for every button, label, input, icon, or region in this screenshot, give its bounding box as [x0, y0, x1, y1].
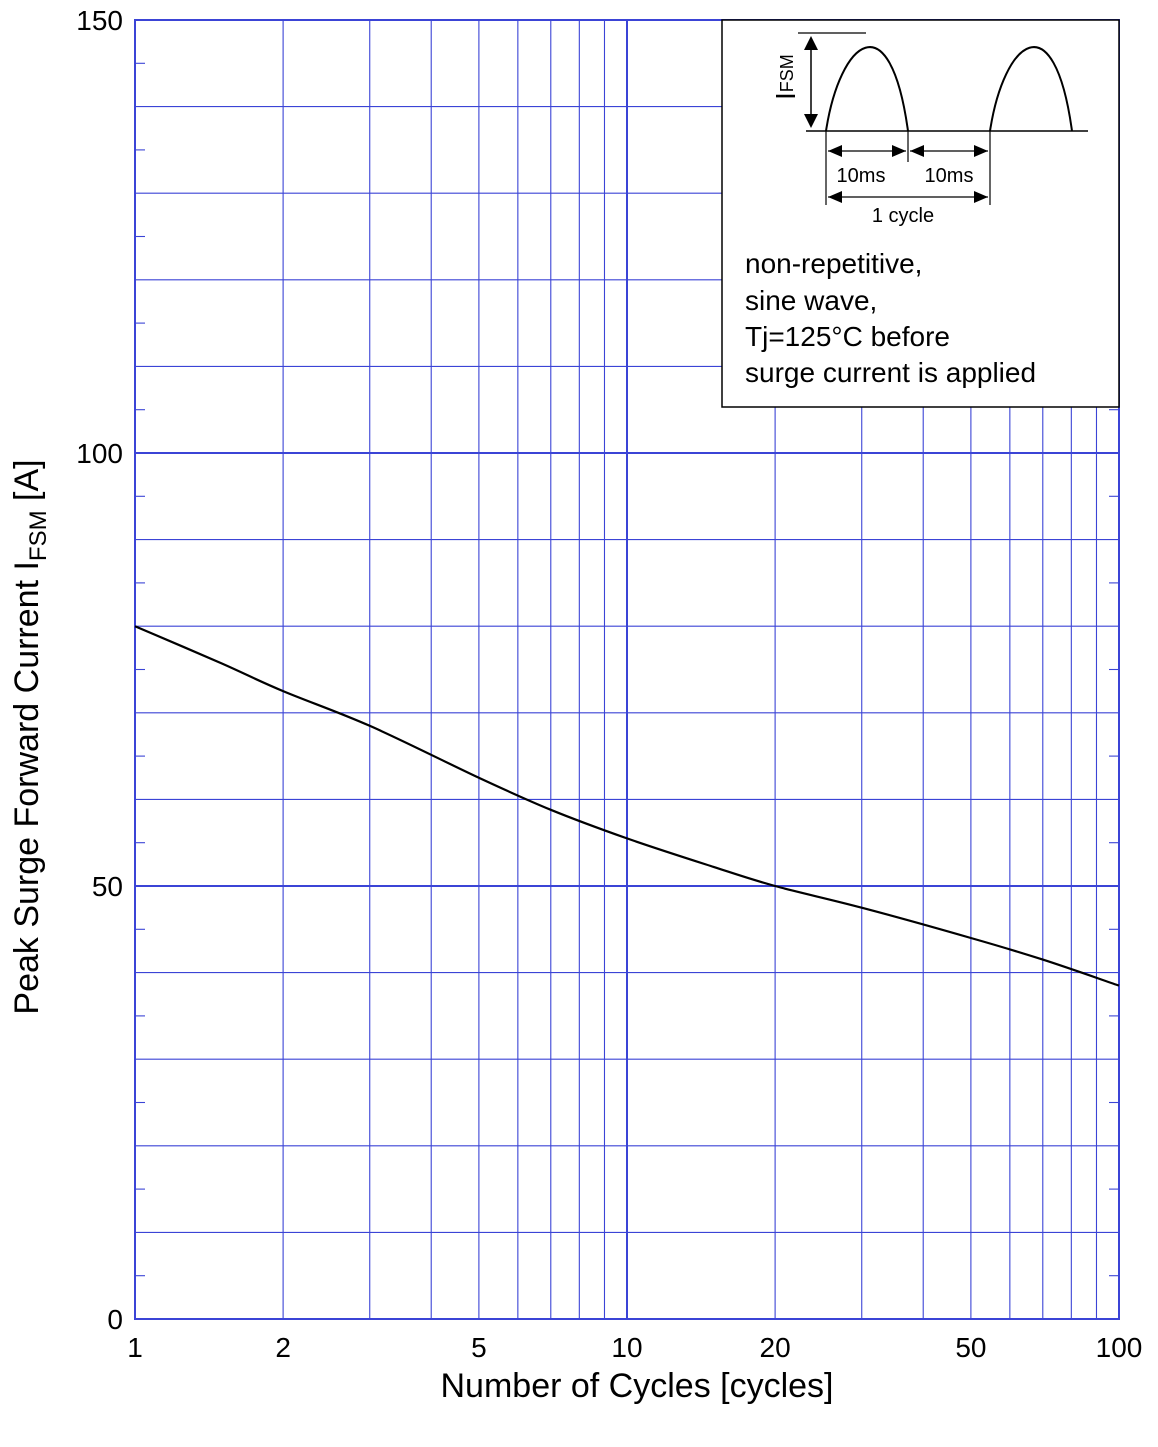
y-axis-label-subscript: FSM: [25, 510, 52, 561]
y-axis-label-main: Peak Surge Forward Current I: [8, 561, 46, 1015]
inset-frame: [721, 19, 1120, 408]
inset-interval-1-head-right: [892, 145, 906, 157]
inset-cycle-head-right: [974, 191, 988, 203]
inset-interval-2-label: 10ms: [925, 165, 974, 187]
inset-cycle-label: 1 cycle: [872, 205, 934, 227]
x-tick-label: 10: [611, 1332, 642, 1363]
inset-note-2: sine wave,: [745, 285, 877, 316]
inset-note-1: non-repetitive,: [745, 248, 922, 279]
x-tick-label: 2: [275, 1332, 291, 1363]
y-axis-label-unit: [A]: [8, 459, 46, 510]
y-tick-label: 50: [92, 871, 123, 902]
inset-note-4: surge current is applied: [745, 357, 1036, 388]
inset-box: IFSM 10ms 10ms 1 cycle non-repetitive, s…: [721, 19, 1120, 408]
inset-pulse-2: [989, 46, 1073, 132]
x-tick-label: 20: [760, 1332, 791, 1363]
inset-cycle-head-left: [828, 191, 842, 203]
inset-interval-1-head-left: [828, 145, 842, 157]
y-tick-label: 150: [76, 5, 123, 36]
x-tick-label: 5: [471, 1332, 487, 1363]
inset-note-3: Tj=125°C before: [745, 321, 950, 352]
inset-ifsm-arrowhead-up: [804, 36, 818, 50]
plot-frame: [134, 19, 1120, 1320]
inset-interval-1-label: 10ms: [837, 165, 886, 187]
x-tick-label: 1: [127, 1332, 143, 1363]
inset-ifsm-arrowhead-down: [804, 114, 818, 128]
series-line: [134, 625, 1120, 987]
x-axis-label: Number of Cycles [cycles]: [441, 1367, 834, 1405]
inset-ifsm-label: IFSM: [770, 54, 801, 100]
inset-pulse-1: [825, 46, 909, 132]
y-axis-label: Peak Surge Forward Current IFSM [A]: [8, 459, 52, 1014]
inset-interval-2-head-right: [974, 145, 988, 157]
x-tick-label: 50: [955, 1332, 986, 1363]
y-tick-label: 0: [107, 1304, 123, 1335]
tick-labels: 1 2 5 10 20 50 100 0 50 100 150: [76, 5, 1142, 1363]
x-tick-label: 100: [1096, 1332, 1143, 1363]
y-tick-label: 100: [76, 438, 123, 469]
inset-interval-2-head-left: [910, 145, 924, 157]
